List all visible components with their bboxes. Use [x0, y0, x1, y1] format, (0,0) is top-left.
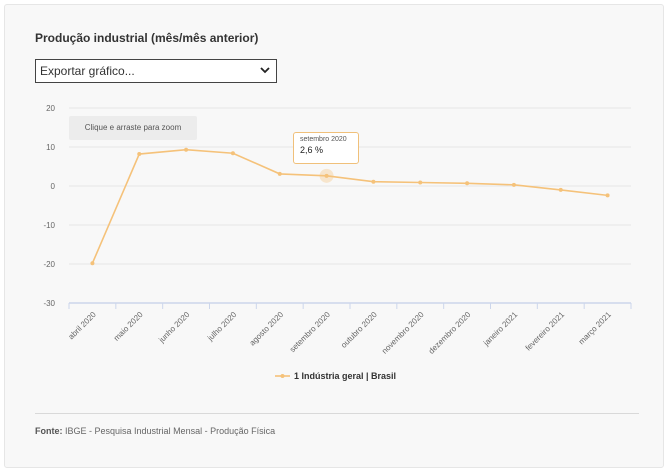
chart-card: Produção industrial (mês/mês anterior) E… — [4, 4, 664, 468]
export-chart-select[interactable]: Exportar gráfico... — [35, 59, 277, 83]
data-point[interactable] — [230, 151, 235, 156]
x-tick-labels: abril 2020 maio 2020 junho 2020 julho 2020 a… — [67, 310, 614, 356]
data-point[interactable] — [90, 261, 95, 266]
y-tick-label: -10 — [43, 221, 55, 230]
y-tick-label: 20 — [46, 104, 55, 113]
x-tick-label: março 2021 — [577, 310, 614, 347]
data-point[interactable] — [324, 173, 329, 178]
data-point[interactable] — [184, 147, 189, 152]
chart-title: Produção industrial (mês/mês anterior) — [35, 31, 259, 45]
tooltip-value: 2,6 % — [300, 145, 324, 155]
data-point[interactable] — [605, 193, 610, 198]
footer-divider — [35, 413, 639, 414]
y-tick-labels: 20 10 0 -10 -20 -30 — [43, 104, 55, 308]
data-point[interactable] — [511, 182, 516, 187]
source-note: Fonte: IBGE - Pesquisa Industrial Mensal… — [35, 426, 275, 436]
x-tick-label: agosto 2020 — [248, 310, 286, 348]
zoom-hint: Clique e arraste para zoom — [69, 116, 197, 140]
y-tick-label: -30 — [43, 299, 55, 308]
tooltip: setembro 2020 2,6 % — [293, 132, 359, 164]
data-point[interactable] — [277, 171, 282, 176]
legend: 1 Indústria geral | Brasil — [275, 371, 396, 381]
legend-label[interactable]: 1 Indústria geral | Brasil — [294, 371, 396, 381]
data-point[interactable] — [418, 180, 423, 185]
export-select-value: Exportar gráfico... — [40, 64, 135, 78]
x-tick-label: outubro 2020 — [339, 310, 379, 350]
x-tick-label: julho 2020 — [205, 310, 239, 344]
series-line[interactable] — [91, 148, 608, 264]
x-tick-label: fevereiro 2021 — [524, 310, 567, 353]
x-tick-label: setembro 2020 — [288, 310, 332, 354]
legend-swatch-point — [280, 374, 285, 378]
line-chart[interactable]: 20 10 0 -10 -20 -30 abril 2020 maio 2020 junho … — [5, 5, 665, 469]
chart-area[interactable]: 20 10 0 -10 -20 -30 abril 2020 maio 2020 junho … — [5, 5, 665, 469]
data-point[interactable] — [137, 152, 142, 157]
y-tick-label: 0 — [51, 182, 56, 191]
series-points — [90, 147, 610, 266]
source-label: Fonte: — [35, 426, 63, 436]
data-point[interactable] — [371, 179, 376, 184]
chevron-down-icon — [260, 67, 270, 74]
source-text: IBGE - Pesquisa Industrial Mensal - Prod… — [65, 426, 276, 436]
x-tick-label: junho 2020 — [156, 310, 191, 345]
data-point[interactable] — [558, 187, 563, 192]
data-point[interactable] — [465, 181, 470, 186]
y-tick-label: -20 — [43, 260, 55, 269]
x-tick-label: abril 2020 — [67, 310, 99, 342]
series-lines — [91, 148, 608, 264]
x-tick-label: dezembro 2020 — [427, 310, 473, 356]
x-tick-label: maio 2020 — [112, 310, 145, 343]
tooltip-date: setembro 2020 — [300, 136, 347, 143]
x-tick-label: novembro 2020 — [380, 310, 426, 356]
x-axis — [68, 302, 632, 309]
y-tick-label: 10 — [46, 143, 55, 152]
x-tick-label: janeiro 2021 — [481, 310, 520, 349]
